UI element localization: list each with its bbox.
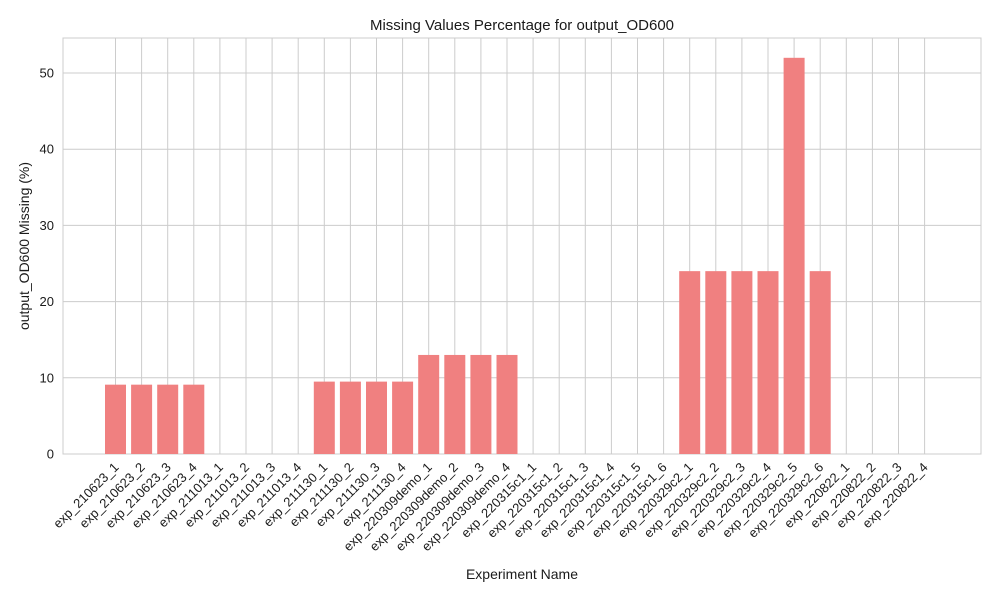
- bar-exp_220329c2_2: [705, 271, 727, 454]
- y-axis-ticks: 0 10 20 30 40 50: [40, 66, 54, 462]
- bar-exp_220309demo_3: [470, 354, 492, 454]
- bar-exp_220329c2_4: [757, 271, 779, 454]
- bar-exp_211130_2: [339, 381, 361, 454]
- bar-exp_210623_4: [183, 384, 205, 454]
- bar-exp_220309demo_2: [444, 354, 466, 454]
- y-axis-label: output_OD600 Missing (%): [16, 162, 32, 330]
- bar-exp_220329c2_3: [731, 271, 753, 454]
- bar-exp_210623_3: [157, 384, 179, 454]
- bar-exp_211130_4: [392, 381, 414, 454]
- bar-exp_220329c2_6: [809, 271, 831, 454]
- chart-title: Missing Values Percentage for output_OD6…: [370, 17, 674, 34]
- bar-exp_220309demo_4: [496, 354, 518, 454]
- bar-exp_211130_1: [313, 381, 335, 454]
- bar-exp_220309demo_1: [418, 354, 440, 454]
- bar-exp_210623_2: [131, 384, 153, 454]
- x-axis-label: Experiment Name: [466, 566, 578, 582]
- bar-exp_220329c2_1: [679, 271, 701, 454]
- bar-exp_210623_1: [105, 384, 126, 454]
- bars: [105, 57, 831, 455]
- x-axis-ticks: exp_210623_1exp_210623_2exp_210623_3exp_…: [50, 460, 931, 554]
- y-tick-label: 10: [40, 370, 54, 385]
- y-tick-label: 0: [47, 447, 54, 462]
- y-tick-label: 20: [40, 294, 54, 309]
- y-tick-label: 30: [40, 218, 54, 233]
- bar-exp_220329c2_5: [783, 57, 805, 455]
- y-tick-label: 40: [40, 142, 54, 157]
- bar-exp_211130_3: [366, 381, 387, 454]
- y-tick-label: 50: [40, 66, 54, 81]
